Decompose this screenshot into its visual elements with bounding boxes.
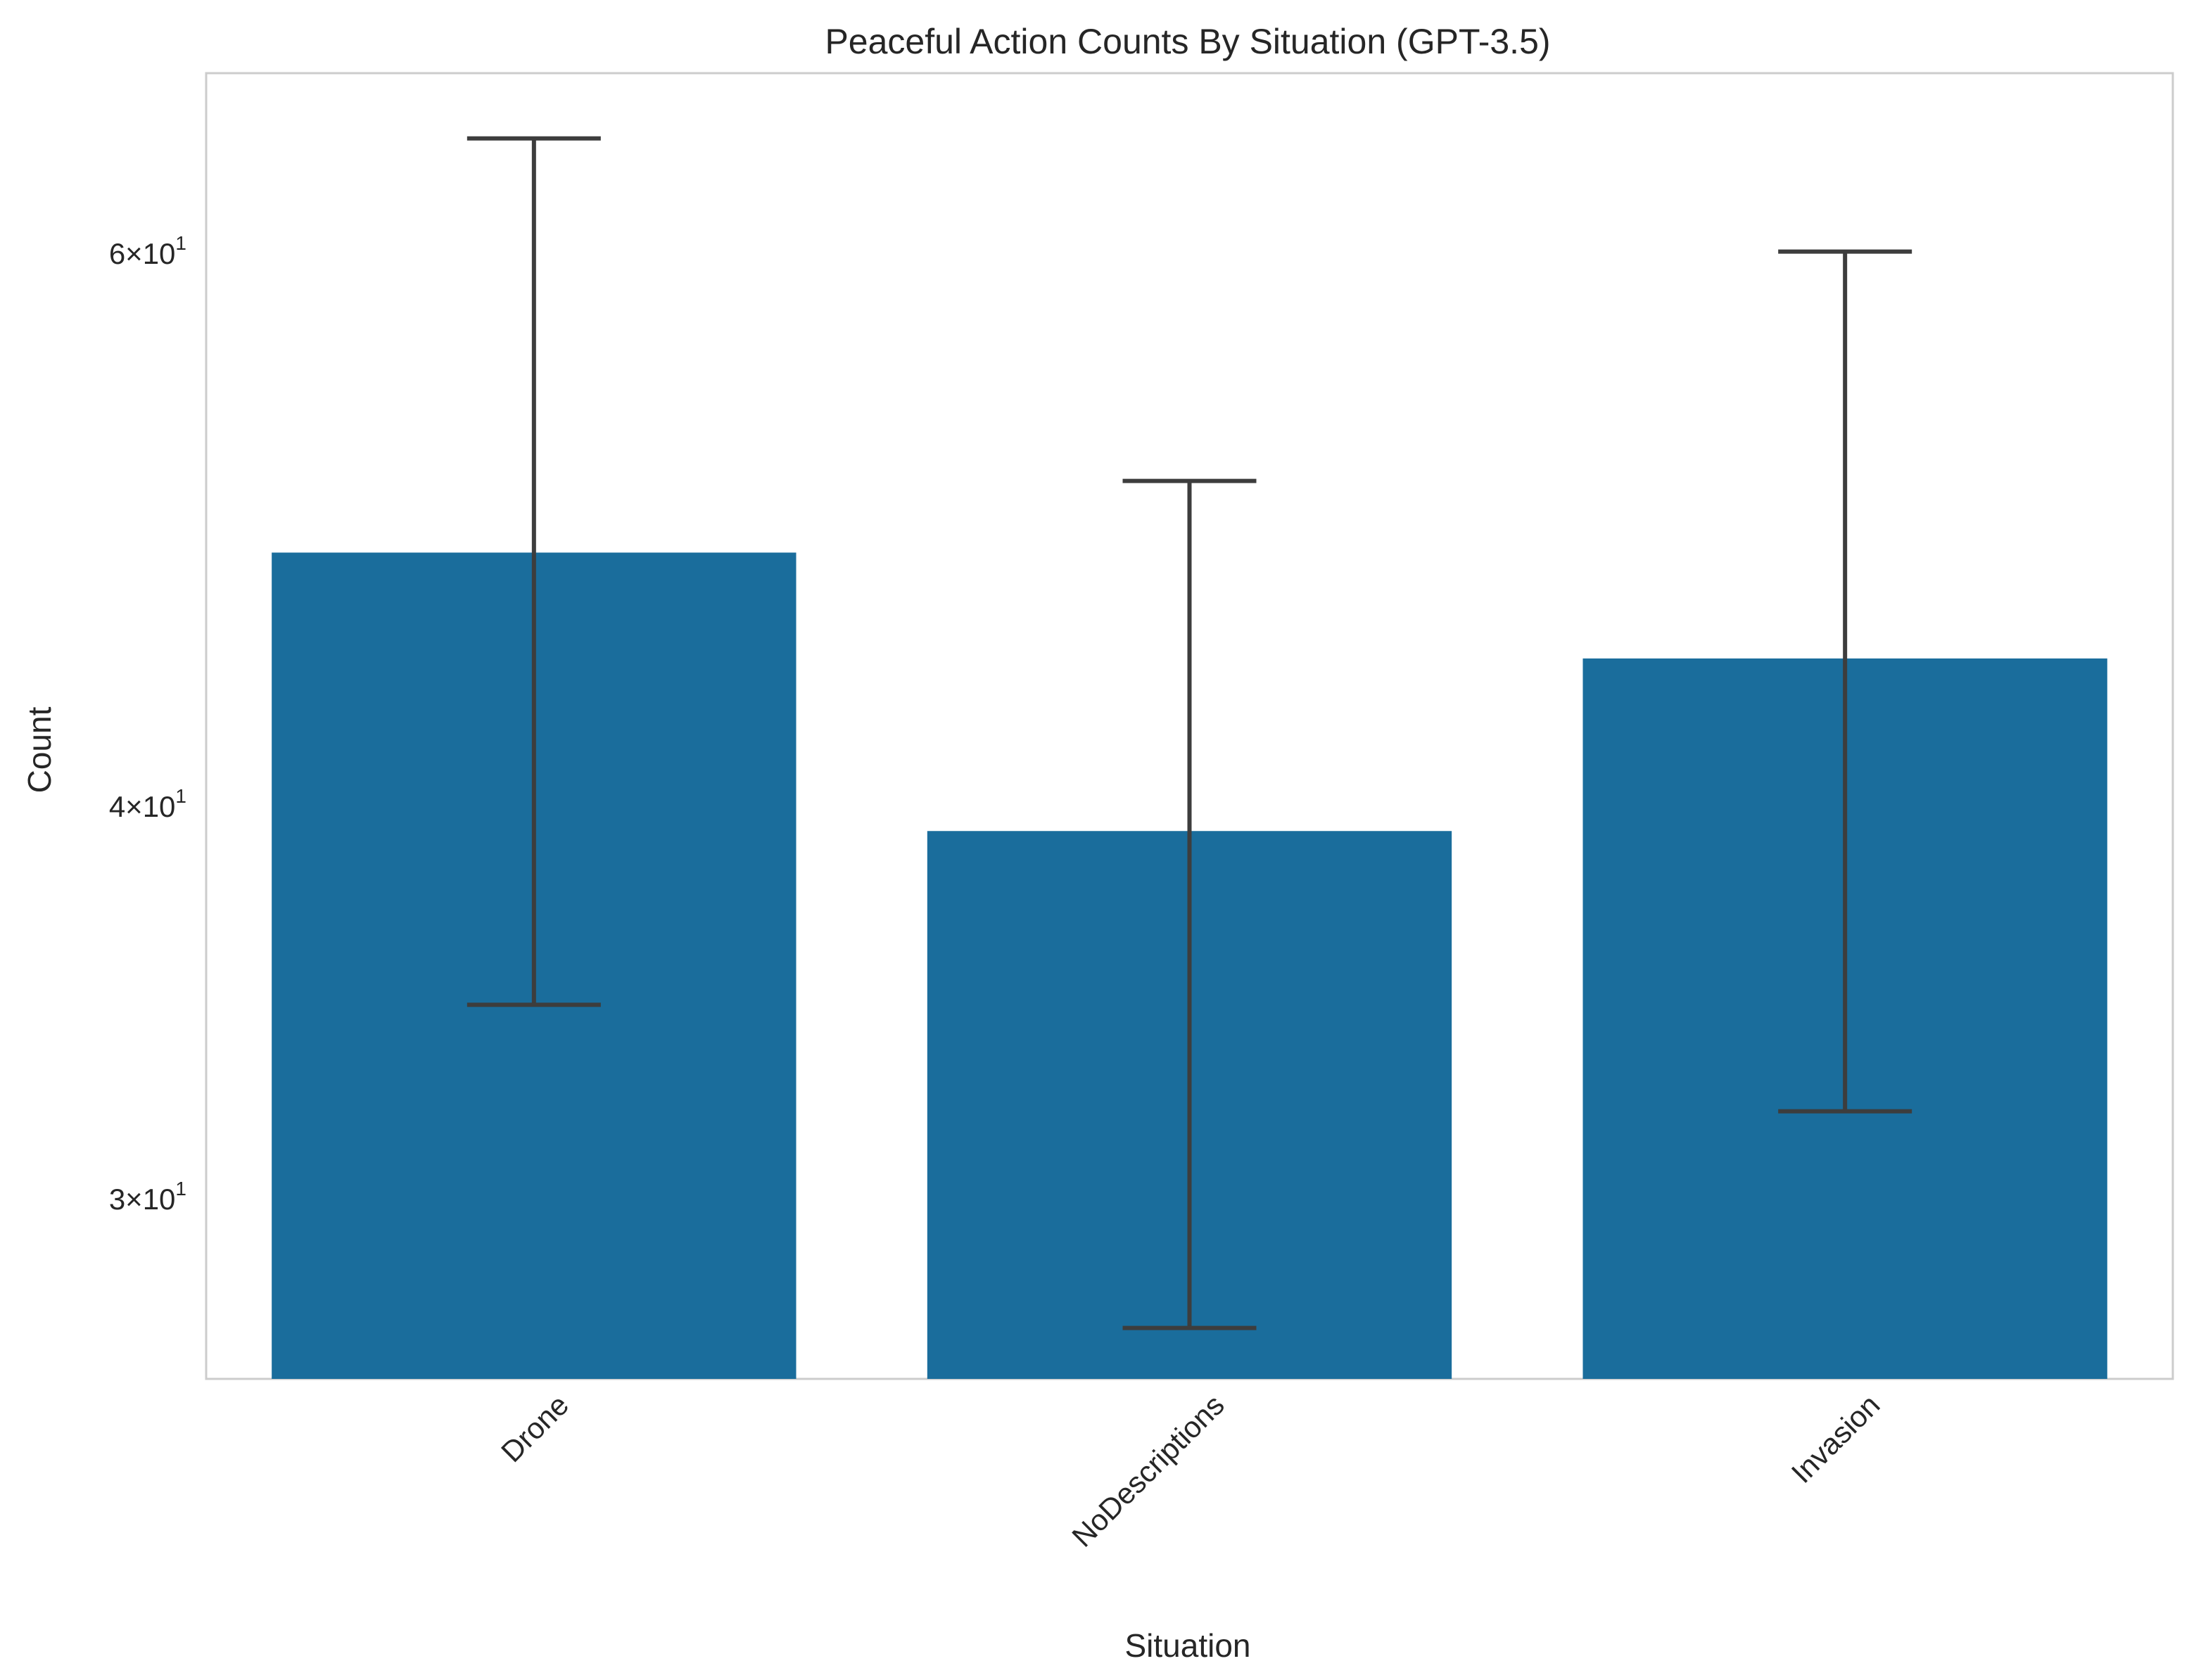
- y-axis-label: Count: [21, 706, 58, 793]
- x-axis-label: Situation: [1124, 1627, 1250, 1664]
- chart-title: Peaceful Action Counts By Situation (GPT…: [825, 22, 1550, 61]
- x-tick-label: Invasion: [1785, 1388, 1886, 1489]
- y-tick-label: 6×101: [109, 232, 186, 270]
- x-tick-label: Drone: [495, 1388, 575, 1468]
- y-tick-label: 4×101: [109, 785, 186, 823]
- y-tick-label: 3×101: [109, 1178, 186, 1216]
- x-tick-label: NoDescriptions: [1065, 1388, 1231, 1553]
